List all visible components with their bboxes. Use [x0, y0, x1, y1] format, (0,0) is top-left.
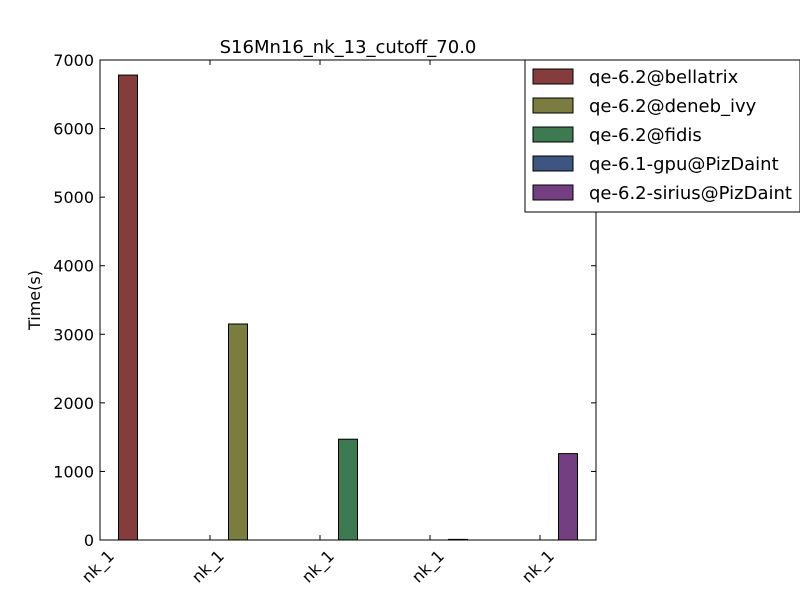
y-tick-label: 4000: [53, 257, 94, 276]
y-tick-label: 6000: [53, 120, 94, 139]
bar-qe-6.2@fidis: [338, 438, 358, 541]
bar-qe-6.2@bellatrix: [118, 74, 138, 541]
y-tick-label: 3000: [53, 325, 94, 344]
legend-label: qe-6.2@deneb_ivy: [589, 96, 757, 117]
legend-label: qe-6.2-sirius@PizDaint: [589, 183, 792, 204]
y-axis-label: Time(s): [25, 270, 44, 331]
legend-swatch: [532, 155, 574, 172]
bars-group: [118, 74, 578, 541]
x-tick-label: nk_1: [518, 546, 559, 587]
legend-label: qe-6.1-gpu@PizDaint: [589, 154, 779, 175]
chart-title: S16Mn16_nk_13_cutoff_70.0: [220, 37, 477, 58]
x-tick-label: nk_1: [78, 546, 119, 587]
plot-frame: [99, 59, 597, 541]
bar-qe-6.2-sirius@PizDaint: [558, 453, 578, 541]
legend-swatch: [532, 126, 574, 143]
y-tick-label: 5000: [53, 188, 94, 207]
x-axis: nk_1 nk_1 nk_1 nk_1 nk_1: [78, 60, 559, 587]
bar-qe-6.2@deneb_ivy: [228, 323, 248, 541]
x-tick-label: nk_1: [188, 546, 229, 587]
y-tick-label: 7000: [53, 51, 94, 70]
legend-label: qe-6.2@bellatrix: [589, 67, 739, 88]
y-tick-label: 0: [84, 531, 94, 550]
x-tick-label: nk_1: [298, 546, 339, 587]
legend: qe-6.2@bellatrix qe-6.2@deneb_ivy qe-6.2@f…: [524, 59, 800, 213]
y-tick-label: 1000: [53, 462, 94, 481]
legend-label: qe-6.2@fidis: [589, 125, 702, 146]
y-axis: 0 1000 2000 3000 4000 5000 6000 7000: [53, 51, 596, 550]
legend-swatch: [532, 184, 574, 201]
y-tick-label: 2000: [53, 394, 94, 413]
legend-swatch: [532, 97, 574, 114]
legend-swatch: [532, 68, 574, 85]
x-tick-label: nk_1: [408, 546, 449, 587]
